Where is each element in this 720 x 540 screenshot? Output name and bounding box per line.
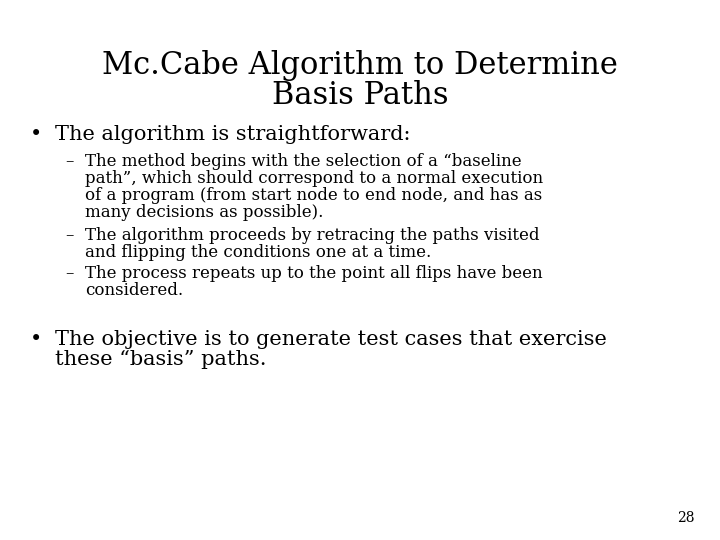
Text: The objective is to generate test cases that exercise: The objective is to generate test cases …: [55, 330, 607, 349]
Text: 28: 28: [678, 511, 695, 525]
Text: The process repeats up to the point all flips have been: The process repeats up to the point all …: [85, 265, 543, 282]
Text: Mc.Cabe Algorithm to Determine: Mc.Cabe Algorithm to Determine: [102, 50, 618, 81]
Text: The method begins with the selection of a “baseline: The method begins with the selection of …: [85, 153, 521, 170]
Text: many decisions as possible).: many decisions as possible).: [85, 204, 323, 221]
Text: considered.: considered.: [85, 282, 183, 299]
Text: –: –: [65, 153, 73, 170]
Text: –: –: [65, 227, 73, 244]
Text: Basis Paths: Basis Paths: [271, 80, 449, 111]
Text: and flipping the conditions one at a time.: and flipping the conditions one at a tim…: [85, 244, 431, 261]
Text: path”, which should correspond to a normal execution: path”, which should correspond to a norm…: [85, 170, 543, 187]
Text: The algorithm is straightforward:: The algorithm is straightforward:: [55, 125, 410, 144]
Text: –: –: [65, 265, 73, 282]
Text: •: •: [30, 330, 42, 349]
Text: The algorithm proceeds by retracing the paths visited: The algorithm proceeds by retracing the …: [85, 227, 539, 244]
Text: of a program (from start node to end node, and has as: of a program (from start node to end nod…: [85, 187, 542, 204]
Text: •: •: [30, 125, 42, 144]
Text: these “basis” paths.: these “basis” paths.: [55, 350, 266, 369]
